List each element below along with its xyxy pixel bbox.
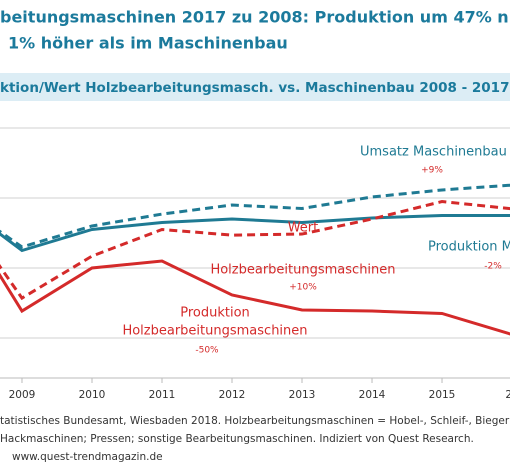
x-tick-label: 2015 [429, 389, 456, 401]
header-bg [0, 0, 510, 64]
x-tick-label: 2012 [219, 389, 246, 401]
series-line [0, 214, 510, 253]
series-line [0, 259, 510, 336]
annotation: Holzbearbeitungsmaschinen [122, 324, 307, 339]
annotation: Produktion [180, 306, 250, 321]
annotation: -2% [484, 262, 502, 272]
x-tick-label: 2009 [9, 389, 36, 401]
x-tick-label: 2014 [359, 389, 386, 401]
x-tick-label: 20 [505, 389, 510, 401]
chart-subtitle: ktion/Wert Holzbearbeitungsmasch. vs. Ma… [0, 80, 510, 96]
annotation: Umsatz Maschinenbau [360, 145, 507, 160]
annotation: Holzbearbeitungsmaschinen [210, 263, 395, 278]
x-tick-label: 2010 [79, 389, 106, 401]
series-line [0, 199, 510, 301]
x-tick-label: 2013 [289, 389, 316, 401]
annotation: Wert [288, 221, 319, 236]
annotation: Produktion M [428, 240, 510, 255]
x-tick-label: 2011 [149, 389, 176, 401]
annotation: +10% [289, 283, 317, 293]
source-text: Hackmaschinen; Pressen; sonstige Bearbei… [0, 433, 474, 445]
chart-title: 1% höher als im Maschinenbau [8, 34, 288, 53]
source-url: www.quest-trendmagazin.de [12, 451, 163, 463]
annotation: -50% [195, 346, 219, 356]
chart-title: beitungsmaschinen 2017 zu 2008: Produkti… [0, 8, 510, 27]
source-text: tatistisches Bundesamt, Wiesbaden 2018. … [0, 415, 510, 427]
subtitle-band [0, 73, 510, 101]
series-line [0, 183, 510, 249]
annotation: +9% [421, 166, 443, 176]
